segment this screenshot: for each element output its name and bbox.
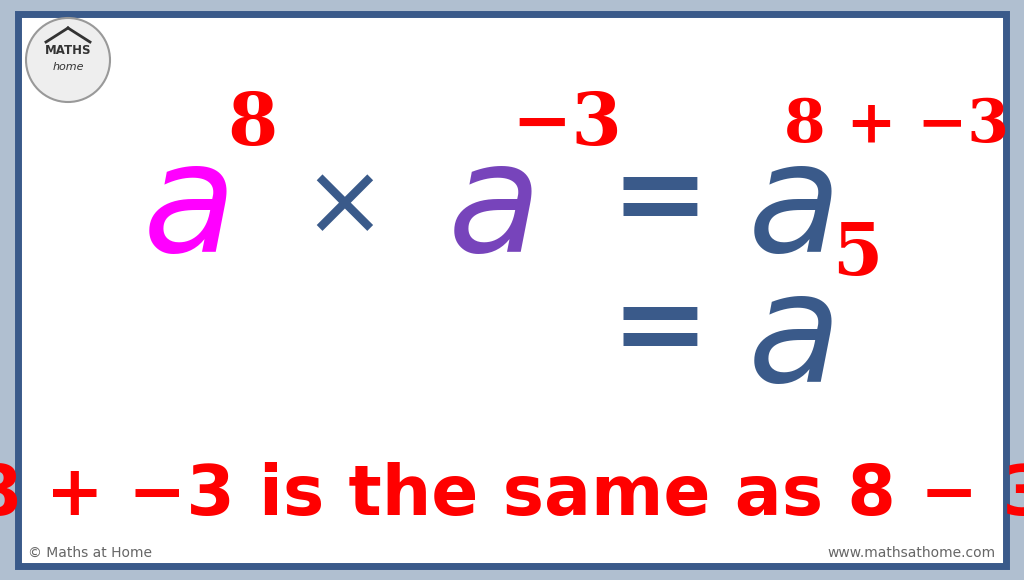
Text: $a$: $a$ (447, 136, 532, 284)
FancyBboxPatch shape (18, 14, 1006, 566)
Text: $a$: $a$ (748, 266, 833, 414)
Text: home: home (52, 62, 84, 72)
Circle shape (26, 18, 110, 102)
Text: 5: 5 (831, 219, 882, 291)
Text: MATHS: MATHS (45, 44, 91, 56)
Text: 8 + −3: 8 + −3 (784, 96, 1010, 154)
Text: © Maths at Home: © Maths at Home (28, 546, 152, 560)
Text: $a$: $a$ (748, 136, 833, 284)
Text: 8: 8 (227, 89, 278, 161)
Text: $a$: $a$ (142, 136, 227, 284)
Text: www.mathsathome.com: www.mathsathome.com (827, 546, 996, 560)
Text: =: = (610, 273, 710, 387)
Text: $\times$: $\times$ (302, 157, 374, 253)
Text: =: = (610, 143, 710, 258)
Text: 8 + −3 is the same as 8 − 3: 8 + −3 is the same as 8 − 3 (0, 462, 1024, 528)
Text: −3: −3 (512, 89, 623, 161)
